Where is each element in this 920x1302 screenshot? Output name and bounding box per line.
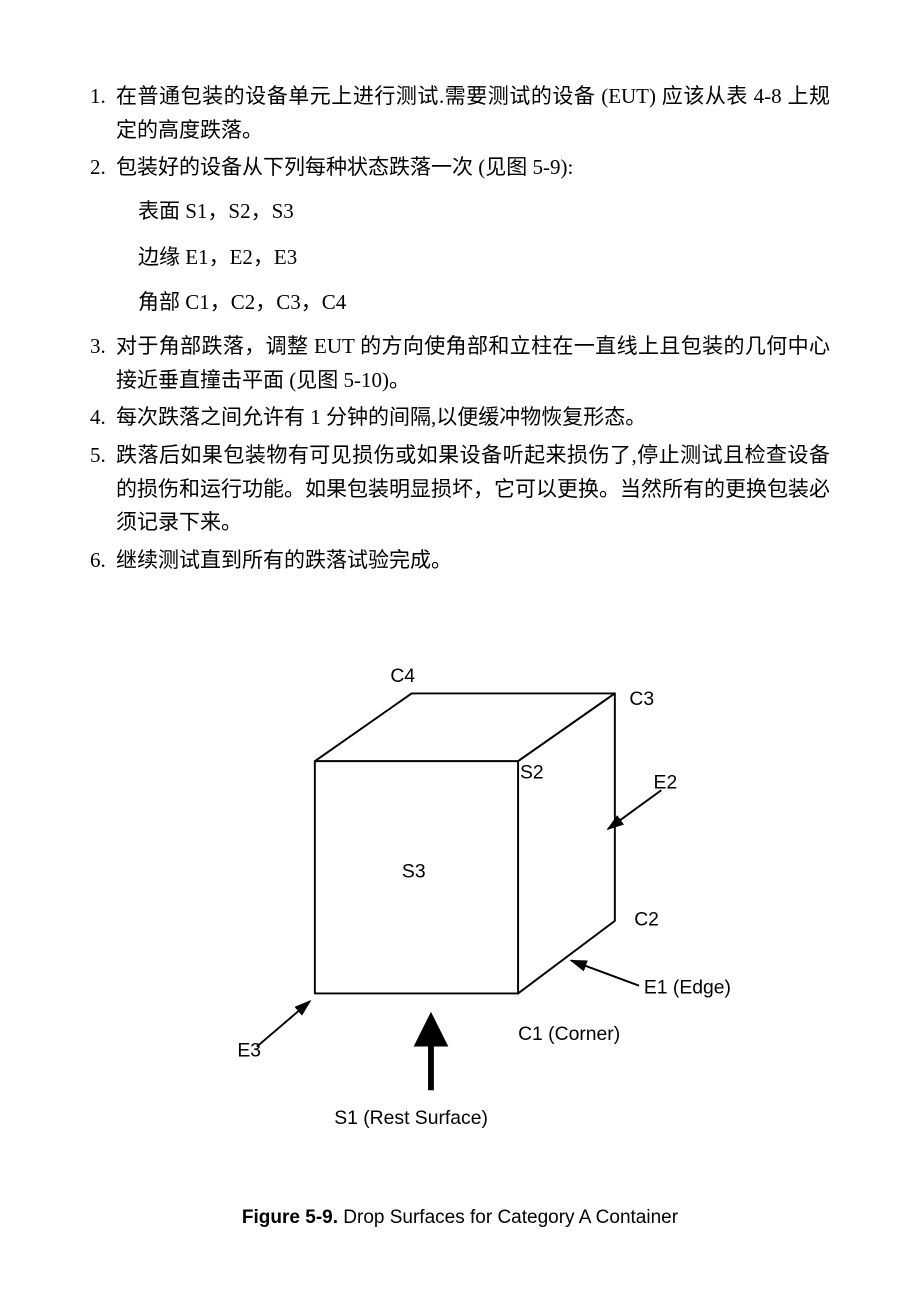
list-item: 5. 跌落后如果包装物有可见损伤或如果设备听起来损伤了,停止测试且检查设备的损伤… xyxy=(90,439,830,540)
figure-caption-text: Drop Surfaces for Category A Container xyxy=(338,1207,678,1228)
list-number: 1. xyxy=(90,80,116,147)
svg-text:E2: E2 xyxy=(654,772,678,794)
sublist-line: 边缘 E1，E2，E3 xyxy=(138,239,830,277)
list-number: 6. xyxy=(90,544,116,578)
svg-text:C3: C3 xyxy=(629,688,654,710)
svg-text:S2: S2 xyxy=(520,762,544,784)
list-number: 5. xyxy=(90,439,116,540)
figure-container: C4 C3 S2 E2 S3 C2 E1 (Edge) C1 (Corner) E3 S1 (Re… xyxy=(90,627,830,1147)
list-item: 2. 包装好的设备从下列每种状态跌落一次 (见图 5-9): xyxy=(90,151,830,185)
svg-text:C2: C2 xyxy=(634,909,659,931)
list-text: 对于角部跌落，调整 EUT 的方向使角部和立柱在一直线上且包装的几何中心接近垂直… xyxy=(116,330,830,397)
svg-text:C4: C4 xyxy=(390,665,415,687)
list-text: 包装好的设备从下列每种状态跌落一次 (见图 5-9): xyxy=(116,151,830,185)
list-item: 1. 在普通包装的设备单元上进行测试.需要测试的设备 (EUT) 应该从表 4-… xyxy=(90,80,830,147)
svg-text:E3: E3 xyxy=(237,1040,261,1062)
list-number: 2. xyxy=(90,151,116,185)
cube-diagram: C4 C3 S2 E2 S3 C2 E1 (Edge) C1 (Corner) E3 S1 (Re… xyxy=(160,627,760,1147)
list-text: 每次跌落之间允许有 1 分钟的间隔,以便缓冲物恢复形态。 xyxy=(116,401,830,435)
list-number: 3. xyxy=(90,330,116,397)
svg-text:C1 (Corner): C1 (Corner) xyxy=(518,1023,620,1045)
list-text: 继续测试直到所有的跌落试验完成。 xyxy=(116,544,830,578)
list-number: 4. xyxy=(90,401,116,435)
list-item: 6. 继续测试直到所有的跌落试验完成。 xyxy=(90,544,830,578)
figure-label: Figure 5-9. xyxy=(242,1207,338,1228)
svg-text:S3: S3 xyxy=(402,861,426,883)
list-item: 4. 每次跌落之间允许有 1 分钟的间隔,以便缓冲物恢复形态。 xyxy=(90,401,830,435)
svg-text:S1 (Rest Surface): S1 (Rest Surface) xyxy=(334,1107,488,1129)
svg-text:E1 (Edge): E1 (Edge) xyxy=(644,977,731,999)
list-text: 在普通包装的设备单元上进行测试.需要测试的设备 (EUT) 应该从表 4-8 上… xyxy=(116,80,830,147)
sublist-line: 表面 S1，S2，S3 xyxy=(138,193,830,231)
list-text: 跌落后如果包装物有可见损伤或如果设备听起来损伤了,停止测试且检查设备的损伤和运行… xyxy=(116,439,830,540)
sublist-line: 角部 C1，C2，C3，C4 xyxy=(138,284,830,322)
list-item: 3. 对于角部跌落，调整 EUT 的方向使角部和立柱在一直线上且包装的几何中心接… xyxy=(90,330,830,397)
figure-caption: Figure 5-9. Drop Surfaces for Category A… xyxy=(90,1207,830,1229)
